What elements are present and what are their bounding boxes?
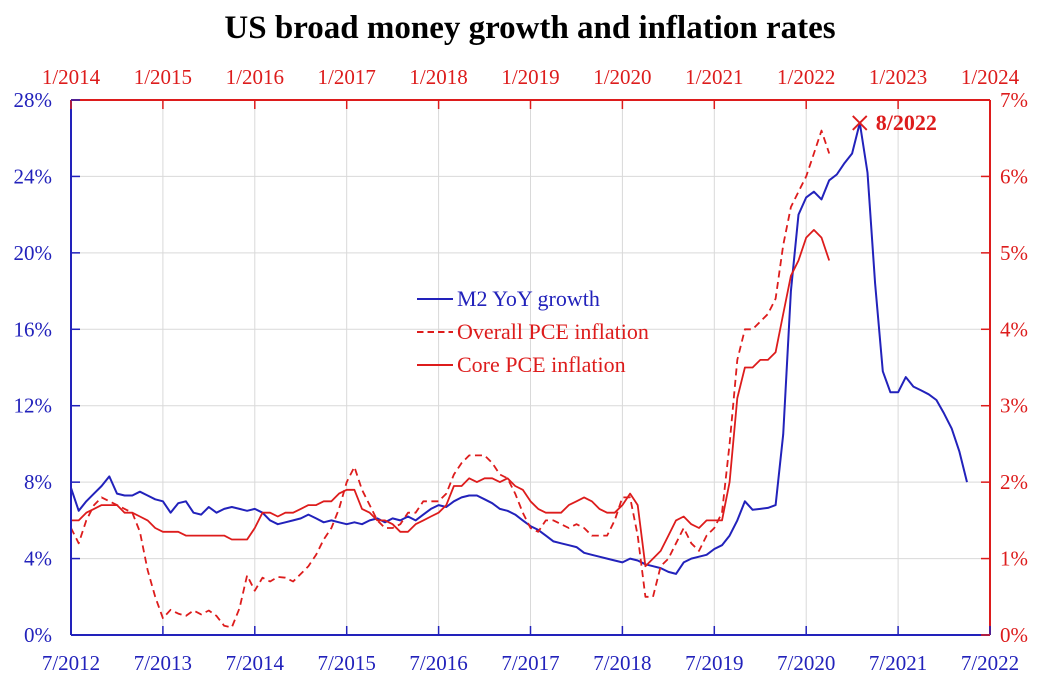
bottom-tick-label: 7/2014 bbox=[226, 651, 285, 675]
top-tick-label: 1/2019 bbox=[501, 65, 559, 89]
series-line-overall-pce-inflation bbox=[70, 129, 831, 629]
right-tick-label: 6% bbox=[1000, 164, 1028, 188]
peak-annotation: 8/2022 bbox=[852, 110, 937, 135]
right-tick-label: 0% bbox=[1000, 623, 1028, 647]
bottom-tick-label: 7/2012 bbox=[42, 651, 100, 675]
legend-label-m2-growth: M2 YoY growth bbox=[457, 286, 600, 311]
left-tick-label: 8% bbox=[24, 470, 52, 494]
bottom-tick-label: 7/2022 bbox=[961, 651, 1019, 675]
left-tick-label: 28% bbox=[14, 88, 53, 112]
top-tick-label: 1/2022 bbox=[777, 65, 835, 89]
top-tick-label: 1/2024 bbox=[961, 65, 1020, 89]
left-tick-label: 12% bbox=[14, 394, 53, 418]
top-tick-label: 1/2017 bbox=[318, 65, 376, 89]
series-line-m2-yoy-growth bbox=[70, 121, 968, 575]
axis-tick-labels: 7/2012 7/2013 7/2014 7/2015 7/2016 7/2017 7/20… bbox=[14, 65, 1029, 675]
top-tick-label: 1/2016 bbox=[226, 65, 284, 89]
top-tick-label: 1/2014 bbox=[42, 65, 101, 89]
right-tick-label: 5% bbox=[1000, 241, 1028, 265]
bottom-tick-label: 7/2016 bbox=[409, 651, 467, 675]
left-tick-label: 16% bbox=[14, 317, 53, 341]
bottom-tick-label: 7/2018 bbox=[593, 651, 651, 675]
top-tick-label: 1/2015 bbox=[134, 65, 192, 89]
legend-label-overall-pce: Overall PCE inflation bbox=[457, 319, 649, 344]
bottom-tick-label: 7/2020 bbox=[777, 651, 835, 675]
right-tick-label: 2% bbox=[1000, 470, 1028, 494]
right-tick-label: 1% bbox=[1000, 547, 1028, 571]
legend: M2 YoY growth Overall PCE inflation Core… bbox=[417, 286, 649, 377]
left-tick-label: 4% bbox=[24, 547, 52, 571]
bottom-tick-label: 7/2015 bbox=[318, 651, 376, 675]
data-series bbox=[70, 121, 968, 629]
right-tick-label: 7% bbox=[1000, 88, 1028, 112]
peak-marker-stroke bbox=[852, 115, 868, 131]
axis-ticks bbox=[70, 99, 991, 636]
bottom-tick-label: 7/2013 bbox=[134, 651, 192, 675]
legend-label-core-pce: Core PCE inflation bbox=[457, 352, 626, 377]
bottom-tick-label: 7/2021 bbox=[869, 651, 927, 675]
right-tick-label: 3% bbox=[1000, 394, 1028, 418]
peak-marker-x-icon bbox=[852, 115, 868, 131]
series-line-core-pce-inflation bbox=[71, 228, 831, 568]
chart-title: US broad money growth and inflation rate… bbox=[224, 10, 835, 46]
bottom-tick-label: 7/2017 bbox=[501, 651, 559, 675]
top-tick-label: 1/2018 bbox=[409, 65, 467, 89]
peak-annotation-label: 8/2022 bbox=[876, 110, 937, 135]
right-tick-label: 4% bbox=[1000, 317, 1028, 341]
top-tick-label: 1/2020 bbox=[593, 65, 651, 89]
top-tick-label: 1/2021 bbox=[685, 65, 743, 89]
plot-grid bbox=[71, 100, 990, 635]
left-tick-label: 24% bbox=[14, 164, 53, 188]
bottom-tick-label: 7/2019 bbox=[685, 651, 743, 675]
top-tick-label: 1/2023 bbox=[869, 65, 927, 89]
left-tick-label: 20% bbox=[14, 241, 53, 265]
left-tick-label: 0% bbox=[24, 623, 52, 647]
